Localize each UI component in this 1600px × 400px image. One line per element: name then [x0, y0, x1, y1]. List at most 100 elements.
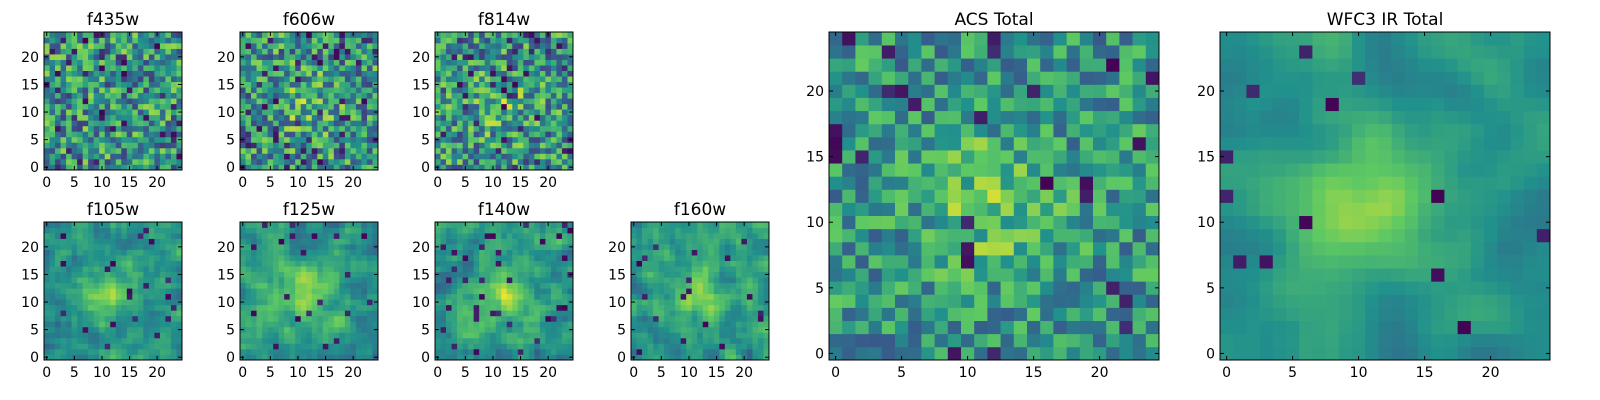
heatmap-cell — [49, 92, 56, 99]
heatmap-cell — [104, 109, 111, 116]
heatmap-cell — [523, 348, 530, 355]
heatmap-cell — [328, 147, 335, 154]
heatmap-cell — [691, 288, 698, 295]
heatmap-cell — [170, 81, 177, 88]
heatmap-cell — [333, 164, 340, 171]
heatmap-cell — [137, 54, 144, 60]
heatmap-cell — [730, 288, 737, 295]
heatmap-cell — [708, 332, 715, 339]
heatmap-cell — [691, 315, 698, 322]
heatmap-cell — [170, 153, 177, 160]
heatmap-cell — [333, 70, 340, 77]
heatmap-cell — [440, 98, 447, 105]
heatmap-cell — [523, 238, 530, 245]
heatmap-cell — [702, 233, 709, 239]
heatmap-cell — [1079, 320, 1094, 335]
heatmap-cell — [512, 266, 519, 273]
heatmap-cell — [339, 266, 346, 273]
heatmap-cell — [49, 43, 56, 49]
heatmap-cell — [49, 81, 56, 88]
heatmap-cell — [735, 271, 742, 278]
heatmap-cell — [512, 343, 519, 350]
heatmap-cell — [154, 81, 161, 88]
heatmap-cell — [468, 131, 474, 138]
heatmap-cell — [517, 70, 524, 77]
heatmap-cell — [451, 304, 458, 311]
heatmap-cell — [686, 260, 693, 267]
heatmap-cell — [322, 249, 329, 256]
heatmap-cell — [66, 310, 72, 317]
heatmap-cell — [71, 233, 78, 239]
heatmap-cell — [245, 98, 252, 105]
heatmap-cell — [311, 282, 318, 289]
heatmap-cell — [361, 326, 368, 333]
heatmap-cell — [267, 37, 274, 44]
heatmap-cell — [256, 147, 263, 154]
heatmap-cell — [295, 249, 302, 256]
heatmap-cell — [1079, 176, 1094, 190]
y-tick-label: 10 — [21, 105, 39, 121]
heatmap-cell — [947, 307, 962, 321]
heatmap-cell — [126, 70, 133, 77]
heatmap-cell — [328, 76, 335, 83]
heatmap-cell — [132, 32, 139, 38]
heatmap-cell — [669, 321, 676, 328]
heatmap-cell — [372, 343, 379, 350]
heatmap-cell — [490, 310, 497, 317]
heatmap-cell — [1000, 268, 1015, 282]
heatmap-cell — [121, 315, 128, 322]
heatmap-cell — [49, 103, 56, 110]
heatmap-cell — [267, 299, 274, 306]
heatmap-cell — [691, 304, 698, 311]
heatmap-cell — [545, 98, 552, 105]
heatmap-cell — [126, 81, 133, 88]
heatmap-cell — [317, 147, 324, 154]
heatmap-cell — [653, 354, 659, 361]
heatmap-cell — [691, 238, 698, 245]
heatmap-cell — [947, 346, 962, 361]
heatmap-cell — [289, 125, 296, 132]
heatmap-cell — [154, 43, 161, 49]
heatmap-cell — [653, 277, 659, 284]
heatmap-cell — [561, 76, 568, 83]
heatmap-cell — [328, 65, 335, 71]
heatmap-cell — [339, 277, 346, 284]
heatmap-cell — [757, 348, 764, 355]
heatmap-cell — [344, 282, 351, 289]
heatmap-cells — [44, 32, 183, 171]
heatmap-cell — [88, 54, 95, 60]
heatmap-cell — [366, 59, 373, 66]
heatmap-cell — [60, 153, 67, 160]
heatmap-cell — [278, 120, 285, 127]
heatmap-cell — [484, 114, 491, 121]
heatmap-cell — [506, 81, 513, 88]
heatmap-cell — [855, 241, 869, 256]
heatmap-cell — [49, 70, 56, 77]
heatmap-cell — [440, 43, 447, 49]
heatmap-cell — [523, 65, 530, 71]
heatmap-cell — [741, 288, 748, 295]
heatmap-cell — [77, 103, 83, 110]
heatmap-cell — [462, 92, 469, 99]
heatmap-cell — [66, 288, 72, 295]
heatmap-cell — [256, 87, 263, 94]
heatmap-cell — [517, 321, 524, 328]
heatmap-cell — [1145, 202, 1160, 217]
heatmap-cell — [55, 120, 61, 127]
heatmap-cell — [631, 233, 637, 239]
heatmap-cell — [256, 249, 263, 256]
heatmap-cell — [512, 103, 519, 110]
heatmap-cell — [1093, 255, 1107, 269]
heatmap-cell — [176, 76, 183, 83]
heatmap-cell — [550, 32, 557, 38]
heatmap-cell — [517, 315, 524, 322]
heatmap-cell — [278, 337, 285, 344]
heatmap-cell — [355, 98, 362, 105]
heatmap-cell — [735, 304, 742, 311]
heatmap-cell — [355, 120, 362, 127]
heatmap-cell — [121, 81, 128, 88]
heatmap-cell — [730, 348, 737, 355]
panel-title: f160w — [674, 200, 726, 220]
heatmap-cell — [523, 354, 530, 361]
heatmap-cell — [317, 70, 324, 77]
